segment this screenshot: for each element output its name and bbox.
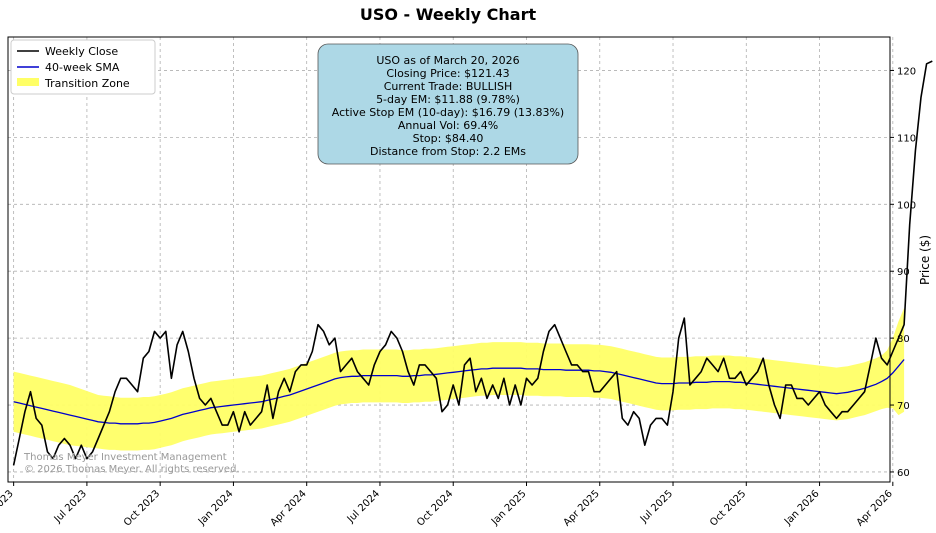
info-line-distance: Distance from Stop: 2.2 EMs bbox=[370, 145, 526, 158]
info-box-background bbox=[317, 43, 579, 165]
info-line-vol: Annual Vol: 69.4% bbox=[398, 119, 498, 132]
y-tick-label: 120 bbox=[897, 66, 916, 77]
sma-40-line bbox=[13, 359, 905, 425]
transition-zone-layer bbox=[13, 308, 905, 451]
legend-label-zone: Transition Zone bbox=[44, 77, 130, 90]
y-tick-label: 60 bbox=[897, 468, 910, 479]
info-line-5day-em: 5-day EM: $11.88 (9.78%) bbox=[376, 93, 520, 106]
legend-label-sma: 40-week SMA bbox=[45, 61, 120, 74]
y-tick-label: 90 bbox=[897, 267, 910, 278]
info-line-stop: Stop: $84.40 bbox=[413, 132, 484, 145]
chart-title: USO - Weekly Chart bbox=[360, 5, 537, 24]
series-layer bbox=[12, 60, 933, 466]
y-tick-label: 70 bbox=[897, 401, 910, 412]
legend-box bbox=[10, 39, 156, 95]
info-box: USO as of March 20, 2026 Closing Price: … bbox=[317, 43, 579, 165]
watermark-line-1: Thomas Meyer Investment Management bbox=[23, 452, 227, 463]
info-line-date: USO as of March 20, 2026 bbox=[376, 54, 519, 67]
plot-frame bbox=[7, 36, 891, 483]
info-line-trade: Current Trade: BULLISH bbox=[384, 80, 512, 93]
y-tick-label: 80 bbox=[897, 334, 910, 345]
info-line-stop-em: Active Stop EM (10-day): $16.79 (13.83%) bbox=[332, 106, 564, 119]
legend-swatch-zone bbox=[17, 78, 39, 86]
legend: Weekly Close 40-week SMA Transition Zone bbox=[10, 39, 156, 95]
weekly-close-line bbox=[12, 60, 933, 466]
legend-label-close: Weekly Close bbox=[45, 45, 118, 58]
transition-zone-band bbox=[13, 308, 905, 451]
info-line-close: Closing Price: $121.43 bbox=[386, 67, 509, 80]
y-tick-label: 100 bbox=[897, 200, 916, 211]
watermark-line-2: © 2026 Thomas Meyer. All rights reserved… bbox=[24, 464, 240, 475]
y-tick-label: 110 bbox=[897, 133, 916, 144]
y-axis-label: Price ($) bbox=[918, 235, 932, 285]
